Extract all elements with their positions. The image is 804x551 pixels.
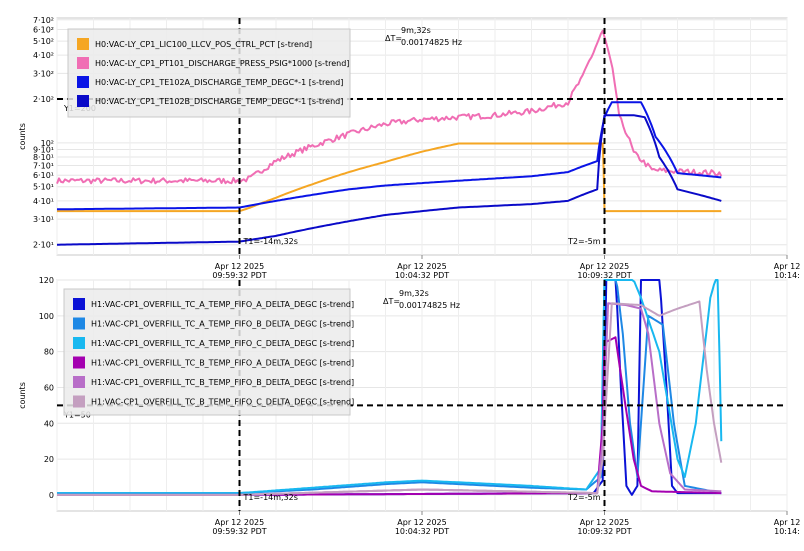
y-tick-label: 6·10² bbox=[33, 26, 54, 35]
delta-t-value: 9m,32s bbox=[401, 26, 431, 35]
legend-entry-label: H1:VAC-CP1_OVERFILL_TC_B_TEMP_FIFO_C_DEL… bbox=[91, 398, 354, 407]
x-tick-label: 10:04:32 PDT bbox=[395, 527, 449, 536]
y-tick-label: 3·10² bbox=[33, 69, 54, 78]
y-tick-label: 60 bbox=[44, 383, 54, 392]
legend-box bbox=[63, 288, 351, 416]
legend-swatch[interactable] bbox=[77, 95, 89, 107]
x-tick-label: Apr 12 bbox=[774, 262, 801, 271]
series-group bbox=[57, 279, 723, 496]
legend-entry-label: H0:VAC-LY_CP1_TE102A_DISCHARGE_TEMP_DEGC… bbox=[95, 78, 343, 87]
legend-entry-label: H0:VAC-LY_CP1_TE102B_DISCHARGE_TEMP_DEGC… bbox=[95, 97, 343, 106]
y-tick-label: 5·10¹ bbox=[33, 183, 54, 192]
delta-t-prefix: ΔT= bbox=[385, 34, 402, 43]
y-tick-label: 2·10² bbox=[33, 95, 54, 104]
legend: H0:VAC-LY_CP1_LIC100_LLCV_POS_CTRL_PCT [… bbox=[67, 28, 351, 118]
series-line-2 bbox=[56, 29, 723, 185]
legend-swatch[interactable] bbox=[73, 356, 85, 369]
y-tick-label: 120 bbox=[39, 276, 54, 285]
y-tick-label: 5·10² bbox=[33, 37, 54, 46]
delta-t-prefix: ΔT= bbox=[383, 297, 400, 306]
legend: H1:VAC-CP1_OVERFILL_TC_A_TEMP_FIFO_A_DEL… bbox=[63, 288, 354, 416]
y-tick-label: 9·10¹ bbox=[33, 146, 54, 155]
y-tick-label: 7·10² bbox=[33, 16, 54, 25]
legend-entry-label: H0:VAC-LY_CP1_LIC100_LLCV_POS_CTRL_PCT [… bbox=[95, 40, 312, 49]
x-tick-label: 10:09:32 PDT bbox=[577, 271, 631, 280]
legend-entry-label: H1:VAC-CP1_OVERFILL_TC_B_TEMP_FIFO_B_DEL… bbox=[91, 378, 354, 387]
y-tick-label: 2·10¹ bbox=[33, 241, 54, 250]
y-tick-label: 4·10² bbox=[33, 51, 54, 60]
delta-t-value: 9m,32s bbox=[399, 289, 429, 298]
t2-cursor-label: T2=-5m bbox=[567, 237, 601, 246]
t2-cursor-label: T2=-5m bbox=[567, 493, 601, 502]
legend-entry-label: H1:VAC-CP1_OVERFILL_TC_B_TEMP_FIFO_A_DEL… bbox=[91, 359, 354, 368]
x-tick-label: 10:09:32 PDT bbox=[577, 527, 631, 536]
x-tick-label: Apr 12 2025 bbox=[215, 262, 264, 271]
y-axis-label: counts bbox=[18, 123, 27, 150]
x-tick-label: Apr 12 2025 bbox=[215, 518, 264, 527]
legend-entry-label: H0:VAC-LY_CP1_PT101_DISCHARGE_PRESS_PSIG… bbox=[95, 59, 349, 68]
y-tick-label: 10² bbox=[41, 139, 54, 148]
y-tick-label: 6·10¹ bbox=[33, 171, 54, 180]
legend-swatch[interactable] bbox=[73, 337, 85, 349]
y-tick-label: 3·10¹ bbox=[33, 215, 54, 224]
legend-swatch[interactable] bbox=[73, 395, 85, 408]
t1-cursor-label: T1=-14m,32s bbox=[243, 237, 298, 246]
series-line-1 bbox=[57, 142, 722, 213]
legend-swatch[interactable] bbox=[73, 298, 85, 310]
delta-frequency: 0.00174825 Hz bbox=[401, 38, 462, 47]
legend-swatch[interactable] bbox=[77, 76, 89, 88]
t1-cursor-label: T1=-14m,32s bbox=[243, 493, 298, 502]
legend-swatch[interactable] bbox=[77, 57, 89, 69]
x-tick-label: Apr 12 2025 bbox=[580, 262, 629, 271]
y-tick-label: 4·10¹ bbox=[33, 197, 54, 206]
series-line-6 bbox=[57, 300, 723, 496]
x-tick-label: 10:04:32 PDT bbox=[395, 271, 449, 280]
y-tick-label: 8·10¹ bbox=[33, 153, 54, 162]
legend-swatch[interactable] bbox=[77, 38, 89, 50]
delta-frequency: 0.00174825 Hz bbox=[399, 301, 460, 310]
y-tick-label: 100 bbox=[39, 312, 54, 321]
x-tick-label: Apr 12 bbox=[774, 518, 801, 527]
legend-swatch[interactable] bbox=[73, 376, 85, 388]
legend-entry-label: H1:VAC-CP1_OVERFILL_TC_A_TEMP_FIFO_B_DEL… bbox=[91, 320, 354, 329]
y-tick-label: 7·10¹ bbox=[33, 161, 54, 170]
y-tick-label: 0 bbox=[49, 491, 54, 500]
legend-box bbox=[67, 28, 351, 118]
y-tick-label: 20 bbox=[44, 455, 54, 464]
series-line-3 bbox=[57, 279, 723, 495]
x-tick-label: 09:59:32 PDT bbox=[212, 271, 266, 280]
x-tick-label: Apr 12 2025 bbox=[580, 518, 629, 527]
series-line-3 bbox=[57, 101, 722, 211]
x-tick-label: 09:59:32 PDT bbox=[212, 527, 266, 536]
series-line-4 bbox=[57, 114, 722, 246]
x-tick-label: 10:14: bbox=[774, 271, 800, 280]
y-tick-label: 80 bbox=[44, 348, 54, 357]
legend-swatch[interactable] bbox=[73, 317, 85, 330]
y-axis-label: counts bbox=[18, 382, 27, 409]
legend-entry-label: H1:VAC-CP1_OVERFILL_TC_A_TEMP_FIFO_C_DEL… bbox=[91, 339, 354, 348]
x-tick-label: Apr 12 2025 bbox=[397, 262, 446, 271]
series-group bbox=[56, 29, 723, 246]
y-tick-label: 40 bbox=[44, 419, 54, 428]
legend-entry-label: H1:VAC-CP1_OVERFILL_TC_A_TEMP_FIFO_A_DEL… bbox=[91, 300, 354, 309]
x-tick-label: 10:14: bbox=[774, 527, 800, 536]
chart-panel-1: 2·10¹ 3·10¹ 4·10¹ 5·10¹ 6·10¹7·10¹8·10¹9·10¹… bbox=[18, 16, 800, 280]
x-tick-label: Apr 12 2025 bbox=[397, 518, 446, 527]
